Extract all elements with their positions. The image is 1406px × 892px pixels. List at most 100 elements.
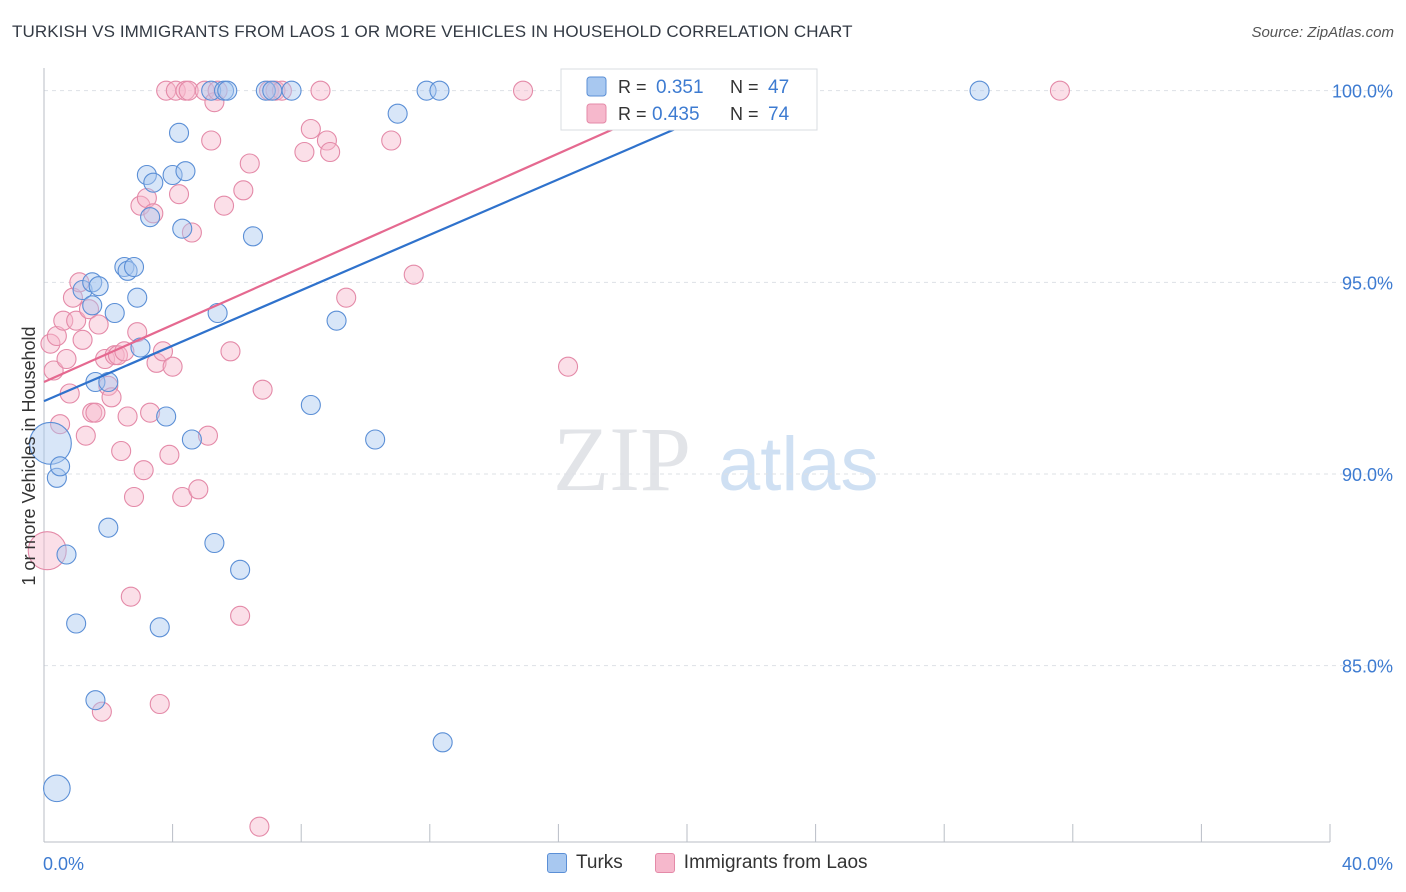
legend-swatch-laos bbox=[586, 103, 607, 124]
laos-point-27 bbox=[123, 486, 145, 508]
turks-point-38 bbox=[262, 80, 283, 101]
y-tick-label-3: 100.0% bbox=[1332, 82, 1393, 102]
legend-r-label-laos: R = bbox=[618, 104, 647, 124]
laos-point-48 bbox=[197, 425, 219, 446]
laos-point-70 bbox=[512, 80, 534, 101]
laos-point-49 bbox=[201, 130, 222, 151]
turks-point-2 bbox=[46, 467, 67, 488]
y-axis-label: 1 or more Vehicles in Household bbox=[19, 326, 39, 585]
stats-legend: R = 0.351 N = 47 R = 0.435 N = 74 bbox=[560, 68, 818, 131]
turks-point-24 bbox=[156, 406, 177, 427]
chart-title: TURKISH VS IMMIGRANTS FROM LAOS 1 OR MOR… bbox=[12, 22, 853, 41]
turks-point-7 bbox=[82, 272, 103, 293]
y-tick-labels: 85.0% 90.0% 95.0% 100.0% bbox=[1332, 82, 1393, 677]
legend-label-laos: Immigrants from Laos bbox=[683, 852, 868, 873]
legend-r-value-laos: 0.435 bbox=[652, 104, 700, 125]
turks-point-26 bbox=[168, 122, 190, 143]
laos-point-16 bbox=[88, 314, 109, 335]
watermark-zip: ZIP bbox=[553, 408, 691, 510]
turks-point-43 bbox=[387, 103, 408, 124]
laos-point-69 bbox=[403, 264, 424, 285]
legend-r-label-turks: R = bbox=[618, 77, 647, 97]
laos-point-32 bbox=[140, 402, 161, 423]
x-tick-label-max: 40.0% bbox=[1342, 854, 1393, 874]
turks-point-37 bbox=[255, 80, 276, 101]
turks-point-13 bbox=[98, 517, 119, 538]
turks-point-29 bbox=[181, 429, 202, 450]
laos-point-64 bbox=[316, 130, 337, 151]
laos-point-58 bbox=[252, 379, 273, 400]
turks-point-5 bbox=[66, 613, 87, 634]
series-turks-points bbox=[28, 80, 990, 803]
laos-point-71 bbox=[557, 356, 579, 377]
turks-point-21 bbox=[140, 207, 161, 228]
legend-item-turks: Turks bbox=[547, 852, 623, 874]
laos-point-55 bbox=[233, 180, 254, 201]
laos-point-65 bbox=[320, 141, 341, 163]
laos-point-36 bbox=[152, 341, 174, 362]
turks-point-22 bbox=[143, 172, 164, 193]
turks-point-42 bbox=[365, 429, 386, 450]
trend-line-turks bbox=[43, 89, 765, 403]
legend-item-laos: Immigrants from Laos bbox=[654, 852, 868, 874]
legend-swatch-turks bbox=[586, 76, 607, 97]
laos-point-39 bbox=[162, 356, 183, 377]
laos-point-62 bbox=[294, 141, 315, 163]
laos-point-11 bbox=[72, 329, 93, 350]
laos-point-56 bbox=[239, 153, 260, 174]
turks-point-27 bbox=[172, 218, 193, 239]
laos-point-6 bbox=[56, 348, 77, 370]
laos-point-20 bbox=[101, 387, 122, 408]
trend-lines bbox=[43, 89, 765, 403]
turks-point-11 bbox=[88, 276, 109, 297]
turks-point-8 bbox=[82, 295, 103, 316]
turks-point-16 bbox=[117, 260, 138, 281]
laos-point-31 bbox=[136, 187, 157, 209]
turks-point-28 bbox=[175, 161, 196, 182]
turks-point-47 bbox=[969, 80, 990, 101]
axes bbox=[43, 68, 1331, 843]
laos-point-53 bbox=[220, 341, 241, 362]
x-tick-label-min: 0.0% bbox=[43, 854, 84, 874]
bottom-legend: Turks Immigrants from Laos bbox=[547, 852, 900, 874]
turks-point-3 bbox=[50, 456, 71, 477]
laos-point-44 bbox=[178, 80, 199, 101]
laos-point-52 bbox=[213, 195, 235, 216]
laos-point-25 bbox=[117, 406, 138, 427]
turks-point-36 bbox=[242, 226, 264, 247]
laos-point-54 bbox=[230, 605, 251, 626]
laos-point-0 bbox=[27, 531, 67, 571]
turks-point-32 bbox=[207, 302, 228, 324]
laos-point-57 bbox=[249, 816, 270, 837]
laos-point-9 bbox=[66, 310, 87, 331]
trend-line-laos bbox=[43, 89, 701, 384]
laos-point-68 bbox=[381, 130, 402, 151]
laos-point-3 bbox=[46, 325, 67, 347]
turks-point-40 bbox=[300, 394, 321, 416]
legend-swatch-turks bbox=[547, 853, 567, 873]
laos-point-30 bbox=[133, 460, 154, 481]
legend-n-label-laos: N = bbox=[730, 104, 759, 124]
laos-point-26 bbox=[120, 586, 141, 607]
laos-point-67 bbox=[336, 287, 357, 308]
legend-n-value-laos: 74 bbox=[768, 104, 790, 125]
y-tick-label-2: 95.0% bbox=[1342, 273, 1393, 293]
turks-point-4 bbox=[56, 544, 77, 565]
legend-r-value-turks: 0.351 bbox=[656, 77, 704, 98]
laos-point-35 bbox=[149, 693, 170, 715]
y-tick-label-0: 85.0% bbox=[1342, 657, 1393, 677]
turks-point-25 bbox=[162, 164, 183, 186]
grid bbox=[44, 90, 1395, 667]
legend-n-value-turks: 47 bbox=[768, 77, 789, 98]
turks-point-14 bbox=[104, 302, 125, 324]
turks-point-34 bbox=[217, 80, 238, 101]
laos-point-41 bbox=[168, 184, 190, 205]
laos-point-17 bbox=[91, 701, 112, 722]
laos-point-66 bbox=[310, 80, 331, 101]
turks-point-39 bbox=[281, 80, 302, 101]
laos-point-12 bbox=[75, 425, 96, 446]
laos-point-13 bbox=[78, 299, 100, 320]
watermark-atlas: atlas bbox=[718, 422, 879, 507]
turks-point-1 bbox=[43, 774, 71, 803]
